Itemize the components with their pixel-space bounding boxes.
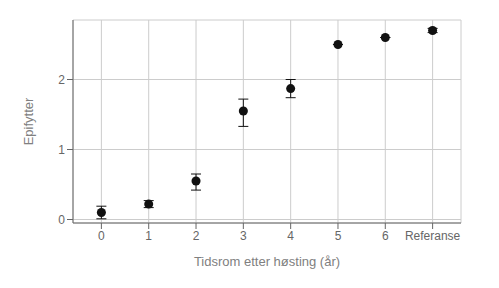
svg-text:2: 2 (193, 229, 200, 243)
svg-text:1: 1 (145, 229, 152, 243)
svg-text:5: 5 (335, 229, 342, 243)
svg-text:Referanse: Referanse (405, 229, 461, 243)
svg-text:Epifytter: Epifytter (21, 97, 36, 145)
svg-text:Tidsrom etter høsting (år): Tidsrom etter høsting (år) (194, 254, 340, 269)
svg-text:2: 2 (58, 73, 65, 87)
svg-text:6: 6 (382, 229, 389, 243)
svg-text:3: 3 (240, 229, 247, 243)
svg-text:0: 0 (58, 213, 65, 227)
svg-text:1: 1 (58, 143, 65, 157)
svg-text:0: 0 (98, 229, 105, 243)
svg-text:4: 4 (287, 229, 294, 243)
